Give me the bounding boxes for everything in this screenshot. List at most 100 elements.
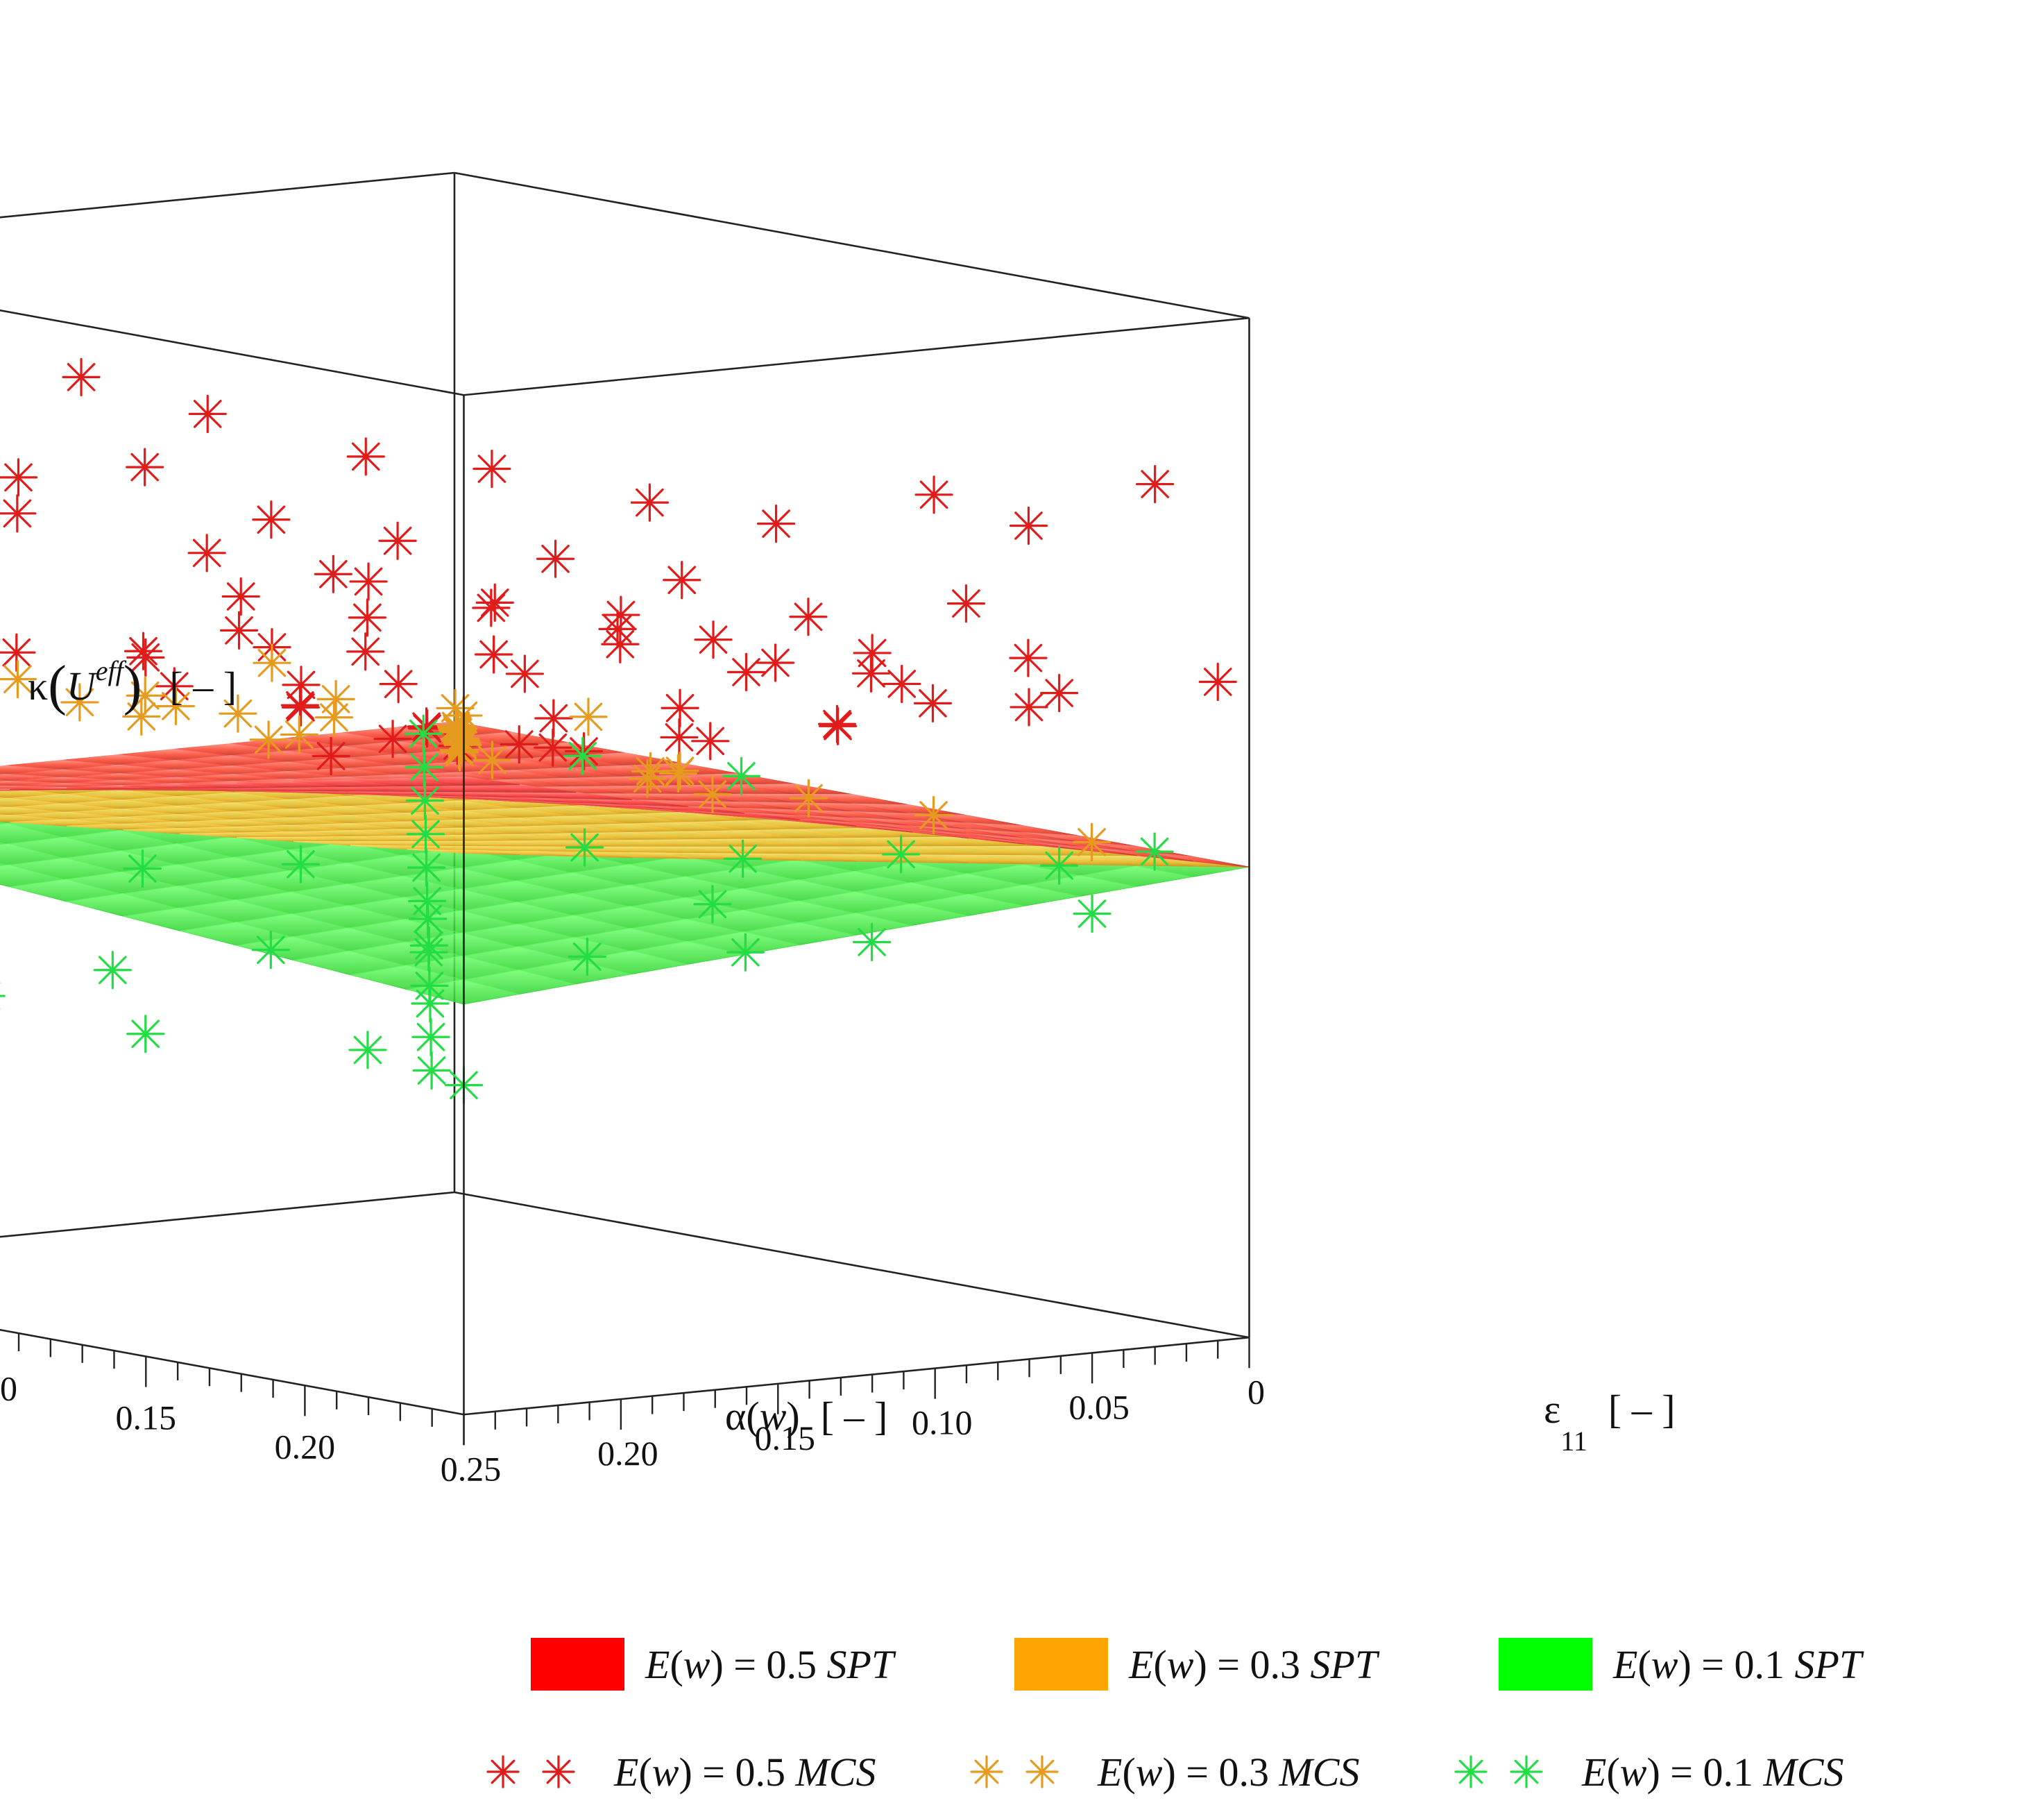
scatter-series-01 <box>0 714 1174 1105</box>
scatter-point <box>0 660 37 699</box>
scatter-point <box>817 704 857 743</box>
scatter-point <box>853 634 892 672</box>
scatter-point <box>314 698 354 737</box>
legend-swatch <box>1014 1638 1108 1691</box>
legend-item: E(w) = 0.3 SPT <box>1014 1638 1380 1691</box>
scatter-point <box>407 707 446 746</box>
scatter-point <box>500 725 538 764</box>
scatter-point <box>663 561 701 600</box>
scatter-point <box>564 731 604 771</box>
legend-marker <box>486 1755 520 1788</box>
legend-label: E(w) = 0.5 SPT <box>645 1642 896 1687</box>
legend-label: E(w) = 0.1 MCS <box>1581 1750 1843 1795</box>
scatter-point <box>565 828 604 867</box>
z-axis-title: κ(Ueff)[ – ] <box>28 655 237 716</box>
scatter-point <box>316 679 355 718</box>
y-tick-label: 0.25 <box>441 1449 502 1488</box>
scatter-point <box>124 632 163 670</box>
scatter-point <box>282 666 321 704</box>
legend-marker <box>542 1755 575 1788</box>
x-tick-label: 0.10 <box>0 1369 17 1408</box>
box-front-edges <box>0 309 1250 1416</box>
scatter-point <box>534 728 572 767</box>
scatter-point <box>349 562 388 601</box>
y-tick-label: 0.20 <box>597 1434 658 1473</box>
legend-item: E(w) = 0.5 SPT <box>531 1638 896 1691</box>
scatter-point <box>249 720 288 759</box>
legend-item: E(w) = 0.5 MCS <box>486 1750 876 1795</box>
axis-titles: κ(Ueff)[ – ] α(w)[ – ] ε11[ – ] <box>28 655 1676 1457</box>
scatter-point <box>407 848 446 887</box>
scatter-point <box>126 638 165 677</box>
scatter-point <box>472 449 511 489</box>
y-tick-label: 0.10 <box>912 1403 973 1442</box>
scatter-point <box>658 754 697 793</box>
scatter-point <box>726 933 765 972</box>
scatter-point <box>660 718 699 757</box>
scatter-point <box>693 885 732 924</box>
box-edge <box>0 171 455 219</box>
scatter-point <box>409 899 448 938</box>
scatter-point <box>630 483 670 522</box>
scatter-point <box>694 620 733 659</box>
scatter-point <box>348 1031 387 1069</box>
scatter-point <box>411 984 450 1023</box>
scatter-point <box>0 458 38 497</box>
scatter-point <box>1009 638 1048 677</box>
scatter-point <box>126 1015 165 1053</box>
legend: E(w) = 0.5 SPT E(w) = 0.3 SPT E(w) = 0.1 S… <box>486 1638 1864 1795</box>
scatter-point <box>602 595 640 634</box>
x-axis-title: α(w)[ – ] <box>725 1394 887 1439</box>
scatter-point <box>312 736 350 776</box>
y-axis-title: ε11[ – ] <box>1544 1387 1676 1457</box>
scatter-point <box>281 845 321 883</box>
box-edge <box>0 1328 464 1416</box>
scatter-point <box>123 849 162 888</box>
scatter-point <box>221 577 260 616</box>
legend-marker <box>1510 1755 1543 1788</box>
box-edge <box>454 1191 1250 1339</box>
scatter-point <box>851 654 891 693</box>
scatter-point <box>188 394 227 434</box>
y-tick-label: 0.15 <box>755 1419 816 1457</box>
scatter-point <box>475 635 513 674</box>
box-edge <box>463 316 1250 396</box>
scatter-point <box>60 683 99 722</box>
legend-marker <box>1454 1755 1488 1788</box>
scatter-point <box>505 654 544 693</box>
scatter-point <box>1040 674 1079 713</box>
box-edge <box>454 171 1250 319</box>
scatter-point <box>1010 688 1048 727</box>
legend-marker <box>970 1755 1003 1788</box>
scatter-point <box>348 598 387 637</box>
scatter-point <box>756 643 795 682</box>
surface-patch <box>0 862 10 867</box>
scatter-point <box>534 699 573 738</box>
box-edge <box>463 1336 1250 1416</box>
scatter-point <box>628 759 667 798</box>
legend-swatch <box>531 1638 624 1691</box>
scatter-point <box>219 611 259 650</box>
scatter-point <box>251 931 290 970</box>
legend-label: E(w) = 0.3 SPT <box>1128 1642 1380 1687</box>
scatter-point <box>346 437 385 476</box>
scatter-point <box>0 494 37 533</box>
scatter-point <box>693 775 732 814</box>
scatter-point <box>1073 895 1112 933</box>
legend-item: E(w) = 0.1 SPT <box>1499 1638 1864 1691</box>
scatter-point <box>126 676 164 715</box>
scatter-point <box>378 521 417 560</box>
scatter-point <box>156 686 196 726</box>
scatter-point <box>346 632 385 671</box>
scatter-point <box>406 815 445 854</box>
scatter-point <box>1072 822 1112 862</box>
scatter-point <box>412 1051 451 1090</box>
scatter-point <box>569 697 608 736</box>
scatter-point <box>219 694 257 733</box>
scatter-point <box>475 583 514 623</box>
scatter-point <box>789 779 828 818</box>
y-tick-label: 0.05 <box>1068 1387 1130 1426</box>
scatter-point <box>1198 662 1237 702</box>
scatter-point <box>373 720 412 759</box>
